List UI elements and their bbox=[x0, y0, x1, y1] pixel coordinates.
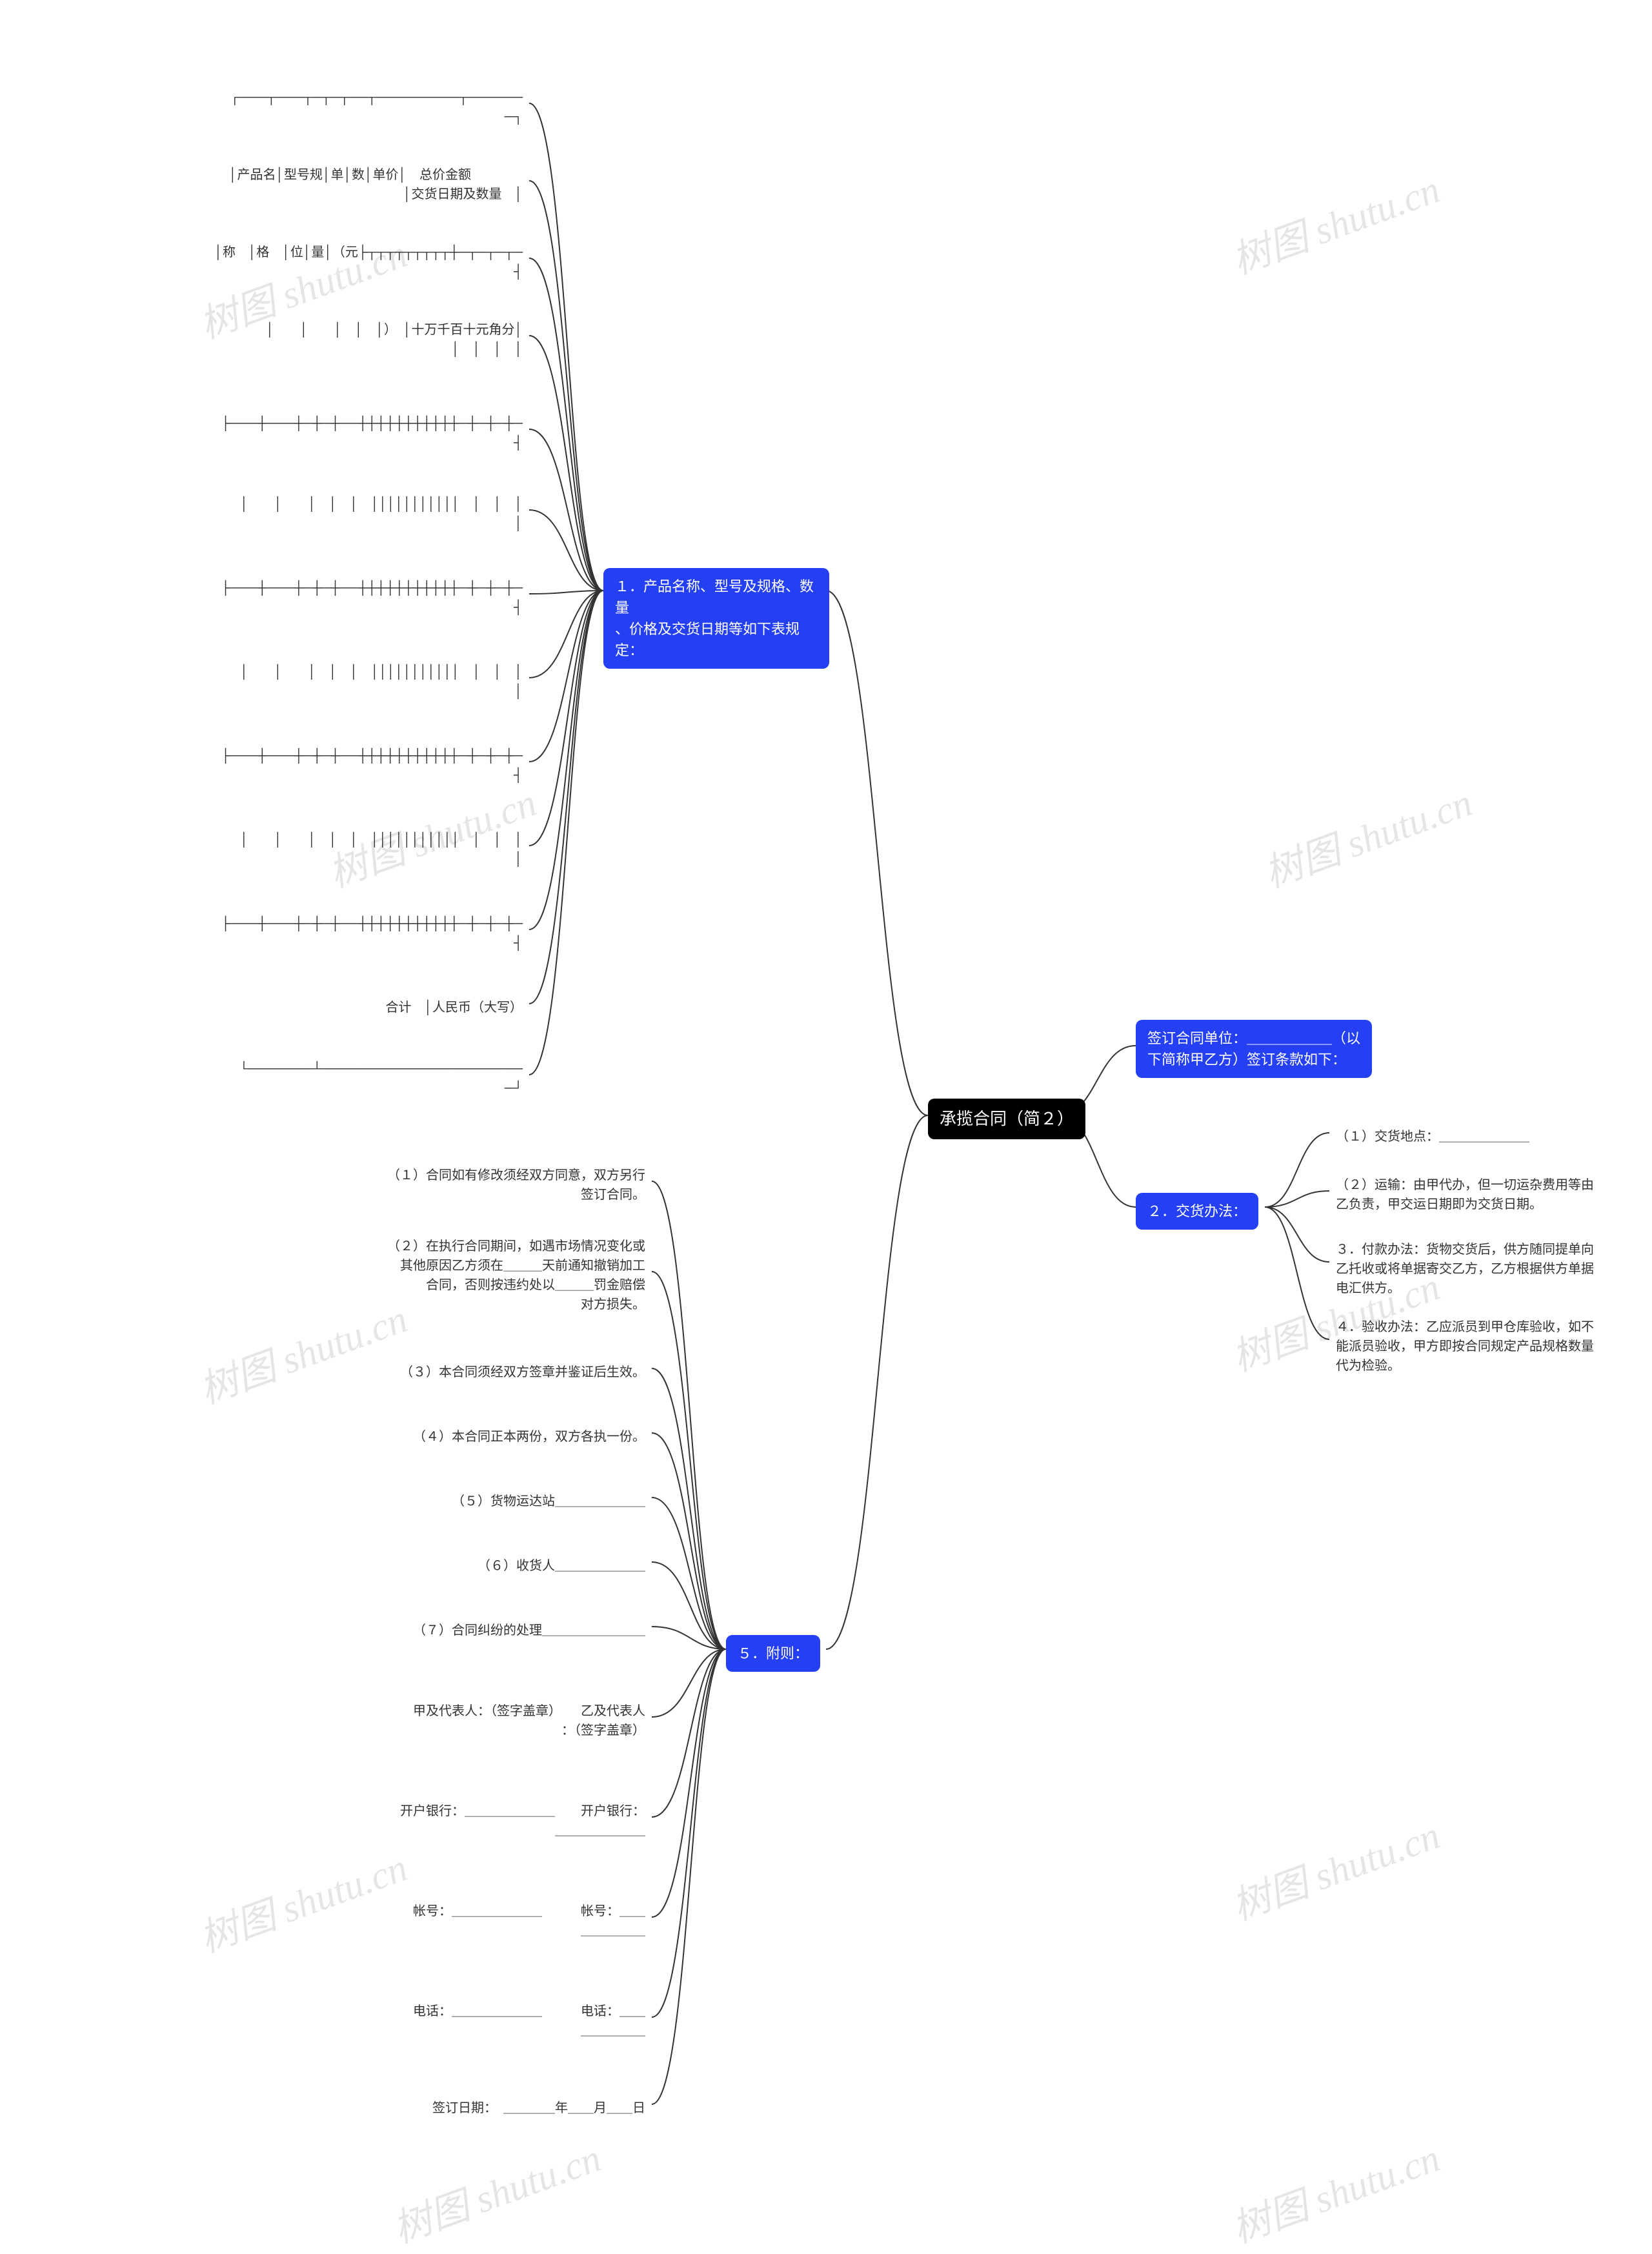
leaf-l5-a12: 签订日期： ＿＿＿＿年＿＿月＿＿日 bbox=[252, 2095, 652, 2122]
leaf-l5-a5: （５）货物运达站＿＿＿＿＿＿＿ bbox=[252, 1488, 652, 1515]
node-r2[interactable]: ２．交货办法： bbox=[1136, 1193, 1258, 1230]
leaf-l5-a8: 甲及代表人：（签字盖章） 乙及代表人 ：（签字盖章） bbox=[252, 1698, 652, 1744]
root-node[interactable]: 承揽合同（简２） bbox=[928, 1099, 1085, 1139]
leaf-l1-t4: │ │ │ │ │） │十万千百十元角分│ │ │ │ │ bbox=[129, 316, 529, 363]
leaf-l5-a7: （７）合同纠纷的处理＿＿＿＿＿＿＿＿ bbox=[252, 1617, 652, 1644]
leaf-l1-t11: ├───┼───┼─┼─┼──┼┼┼┼┼┼┼┼┼┼┼─┼─┼─┼─ ┤ bbox=[129, 910, 529, 957]
leaf-l1-t6: │ │ │ │ │ │││││││││││ │ │ │ │ bbox=[129, 491, 529, 537]
leaf-l5-a6: （６）收货人＿＿＿＿＿＿＿ bbox=[252, 1552, 652, 1579]
leaf-l5-a2: （２）在执行合同期间，如遇市场情况变化或 其他原因乙方须在＿＿＿天前通知撤销加工… bbox=[252, 1233, 652, 1318]
leaf-l1-t1: ┌───┬───┬─┬─┬──┬─────────┬────── ─┐ bbox=[129, 84, 529, 130]
leaf-l1-t7: ├───┼───┼─┼─┼──┼┼┼┼┼┼┼┼┼┼┼─┼─┼─┼─ ┤ bbox=[129, 574, 529, 621]
leaf-l1-t5: ├───┼───┼─┼─┼──┼┼┼┼┼┼┼┼┼┼┼─┼─┼─┼─ ┤ bbox=[129, 410, 529, 456]
leaf-l5-a9: 开户银行：＿＿＿＿＿＿＿ 开户银行： ＿＿＿＿＿＿＿ bbox=[252, 1798, 652, 1844]
leaf-l1-t13: └───────┴────────────────────── ─┘ bbox=[129, 1055, 529, 1102]
node-l5[interactable]: ５．附则： bbox=[726, 1635, 820, 1672]
leaf-l1-t10: │ │ │ │ │ │││││││││││ │ │ │ │ bbox=[129, 826, 529, 873]
leaf-l1-t9: ├───┼───┼─┼─┼──┼┼┼┼┼┼┼┼┼┼┼─┼─┼─┼─ ┤ bbox=[129, 742, 529, 789]
leaf-l1-t8: │ │ │ │ │ │││││││││││ │ │ │ │ bbox=[129, 658, 529, 705]
leaf-l5-a1: （１）合同如有修改须经双方同意，双方另行 签订合同。 bbox=[252, 1162, 652, 1208]
leaf-l5-a4: （４）本合同正本两份，双方各执一份。 bbox=[252, 1423, 652, 1450]
leaf-r2-c2: （２）运输：由甲代办，但一切运杂费用等由 乙负责，甲交运日期即为交货日期。 bbox=[1329, 1172, 1600, 1218]
leaf-l1-t2: │产品名│型号规│单│数│单价│ 总价金额 │交货日期及数量 │ bbox=[129, 161, 529, 208]
leaf-r2-c3: ３．付款办法：货物交货后，供方随同提单向 乙托收或将单据寄交乙方，乙方根据供方单… bbox=[1329, 1236, 1600, 1302]
leaf-l1-t12: 合计 │人民币（大写） bbox=[129, 994, 529, 1021]
leaf-r2-c4: ４．验收办法：乙应派员到甲仓库验收，如不 能派员验收，甲方即按合同规定产品规格数… bbox=[1329, 1314, 1600, 1379]
leaf-l5-a3: （３）本合同须经双方签章并鉴证后生效。 bbox=[252, 1359, 652, 1386]
node-l1[interactable]: １．产品名称、型号及规格、数量 、价格及交货日期等如下表规定： bbox=[603, 568, 829, 669]
leaf-l5-a11: 电话：＿＿＿＿＿＿＿ 电话：＿＿ ＿＿＿＿＿ bbox=[252, 1998, 652, 2044]
leaf-l5-a10: 帐号：＿＿＿＿＿＿＿ 帐号：＿＿ ＿＿＿＿＿ bbox=[252, 1898, 652, 1944]
node-r1[interactable]: 签订合同单位：＿＿＿＿＿＿（以 下简称甲乙方）签订条款如下： bbox=[1136, 1020, 1372, 1078]
leaf-r2-c1: （１）交货地点：＿＿＿＿＿＿＿ bbox=[1329, 1123, 1536, 1150]
leaf-l1-t3: │称 │格 │位│量│（元├┬┬┬┬┬┬┬┬┬┼─┬─┬─┬─ ┤ bbox=[129, 239, 529, 285]
